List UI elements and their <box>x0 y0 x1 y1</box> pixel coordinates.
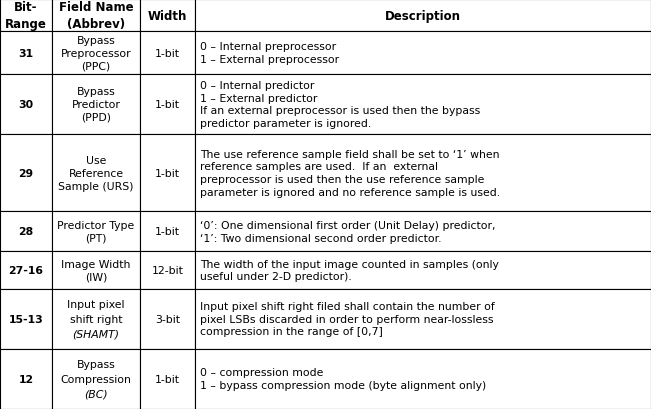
Text: Width: Width <box>148 10 187 22</box>
Text: Input pixel shift right filed shall contain the number of
pixel LSBs discarded i: Input pixel shift right filed shall cont… <box>200 301 495 337</box>
Text: 0 – compression mode
1 – bypass compression mode (byte alignment only): 0 – compression mode 1 – bypass compress… <box>200 368 486 390</box>
Text: 3-bit: 3-bit <box>155 314 180 324</box>
Text: Use
Reference
Sample (URS): Use Reference Sample (URS) <box>58 155 133 191</box>
Bar <box>0 212 52 252</box>
Bar <box>140 75 195 135</box>
Text: Bypass: Bypass <box>77 360 115 369</box>
Text: Compression: Compression <box>61 374 132 384</box>
Text: Bit-
Range: Bit- Range <box>5 2 47 31</box>
Bar <box>195 135 651 212</box>
Bar <box>195 75 651 135</box>
Text: 1-bit: 1-bit <box>155 49 180 58</box>
Text: 29: 29 <box>18 169 34 178</box>
Bar <box>195 349 651 409</box>
Bar <box>140 135 195 212</box>
Text: The use reference sample field shall be set to ‘1’ when
reference samples are us: The use reference sample field shall be … <box>200 149 500 198</box>
Bar <box>140 252 195 289</box>
Bar <box>0 289 52 349</box>
Bar <box>52 0 140 32</box>
Text: 30: 30 <box>18 100 34 110</box>
Bar <box>0 135 52 212</box>
Bar <box>140 32 195 75</box>
Text: 12-bit: 12-bit <box>152 265 184 275</box>
Bar <box>52 349 140 409</box>
Text: Input pixel: Input pixel <box>67 299 125 309</box>
Text: 1-bit: 1-bit <box>155 374 180 384</box>
Text: ‘0’: One dimensional first order (Unit Delay) predictor,
‘1’: Two dimensional se: ‘0’: One dimensional first order (Unit D… <box>200 220 495 243</box>
Text: The width of the input image counted in samples (only
useful under 2-D predictor: The width of the input image counted in … <box>200 259 499 282</box>
Text: 27-16: 27-16 <box>8 265 44 275</box>
Text: shift right: shift right <box>70 314 122 324</box>
Bar <box>0 32 52 75</box>
Bar <box>52 252 140 289</box>
Bar <box>52 212 140 252</box>
Text: 1-bit: 1-bit <box>155 169 180 178</box>
Bar <box>0 349 52 409</box>
Text: 15-13: 15-13 <box>8 314 44 324</box>
Text: 28: 28 <box>18 227 34 237</box>
Bar <box>195 252 651 289</box>
Text: Bypass
Preprocessor
(PPC): Bypass Preprocessor (PPC) <box>61 36 132 71</box>
Bar <box>140 0 195 32</box>
Bar <box>195 212 651 252</box>
Text: Field Name
(Abbrev): Field Name (Abbrev) <box>59 2 133 31</box>
Bar <box>140 349 195 409</box>
Bar <box>0 0 52 32</box>
Bar <box>52 289 140 349</box>
Text: (BC): (BC) <box>84 389 108 398</box>
Text: Image Width
(IW): Image Width (IW) <box>61 259 131 282</box>
Bar <box>52 135 140 212</box>
Text: Predictor Type
(PT): Predictor Type (PT) <box>57 220 135 243</box>
Text: 0 – Internal preprocessor
1 – External preprocessor: 0 – Internal preprocessor 1 – External p… <box>200 42 339 65</box>
Text: Bypass
Predictor
(PPD): Bypass Predictor (PPD) <box>72 87 120 123</box>
Bar <box>195 0 651 32</box>
Text: 0 – Internal predictor
1 – External predictor
If an external preprocessor is use: 0 – Internal predictor 1 – External pred… <box>200 81 480 129</box>
Bar <box>52 32 140 75</box>
Text: 12: 12 <box>18 374 34 384</box>
Bar <box>52 75 140 135</box>
Text: 1-bit: 1-bit <box>155 100 180 110</box>
Bar <box>140 212 195 252</box>
Bar <box>195 289 651 349</box>
Bar <box>195 32 651 75</box>
Bar <box>0 252 52 289</box>
Text: 31: 31 <box>18 49 34 58</box>
Text: 1-bit: 1-bit <box>155 227 180 237</box>
Text: (SHAMT): (SHAMT) <box>72 328 120 339</box>
Bar <box>140 289 195 349</box>
Text: Description: Description <box>385 10 461 22</box>
Bar <box>0 75 52 135</box>
